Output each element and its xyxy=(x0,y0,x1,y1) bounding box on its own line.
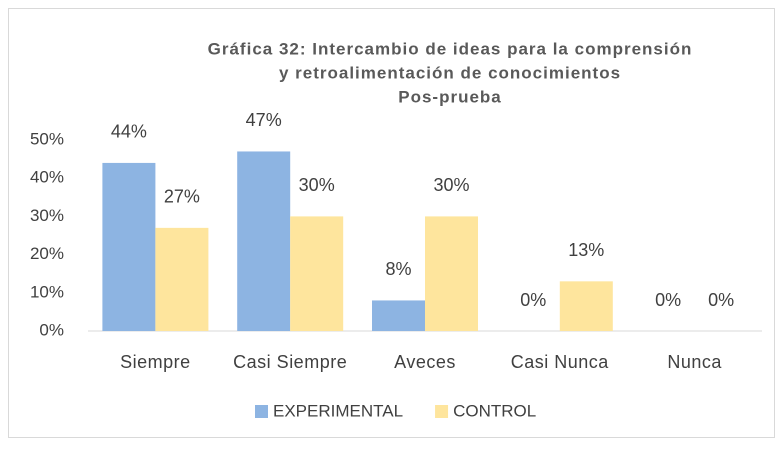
data-label: 0% xyxy=(655,290,681,310)
x-tick-label: Siempre xyxy=(120,352,191,372)
data-label: 30% xyxy=(433,175,469,195)
bar xyxy=(372,300,425,331)
data-label: 27% xyxy=(164,187,200,207)
data-label: 0% xyxy=(520,290,546,310)
data-label: 44% xyxy=(111,122,147,142)
legend-label: CONTROL xyxy=(453,401,536,420)
x-tick-label: Casi Nunca xyxy=(511,352,610,372)
bar xyxy=(425,216,478,331)
x-tick-label: Nunca xyxy=(667,352,722,372)
bar xyxy=(290,216,344,331)
legend-swatch xyxy=(435,405,449,418)
data-label: 0% xyxy=(708,290,734,310)
data-label: 8% xyxy=(385,259,411,279)
y-tick-label: 0% xyxy=(39,320,64,339)
y-tick-label: 20% xyxy=(30,244,64,263)
legend-label: EXPERIMENTAL xyxy=(273,401,403,420)
bar xyxy=(102,162,156,331)
y-tick-label: 30% xyxy=(30,206,64,225)
y-tick-label: 40% xyxy=(30,168,64,187)
chart-title: y retroalimentación de conocimientos xyxy=(279,63,621,82)
chart-title: Gráfica 32: Intercambio de ideas para la… xyxy=(208,39,693,58)
x-tick-label: Aveces xyxy=(394,352,456,372)
bar xyxy=(559,281,613,331)
data-label: 30% xyxy=(299,175,335,195)
y-tick-label: 10% xyxy=(30,282,64,301)
x-tick-label: Casi Siempre xyxy=(233,352,347,372)
bar xyxy=(237,151,291,331)
chart-title: Pos-prueba xyxy=(398,87,502,106)
y-tick-label: 50% xyxy=(30,129,64,148)
data-label: 13% xyxy=(568,240,604,260)
legend-swatch xyxy=(255,405,268,418)
bar xyxy=(155,227,209,331)
data-label: 47% xyxy=(246,110,282,130)
